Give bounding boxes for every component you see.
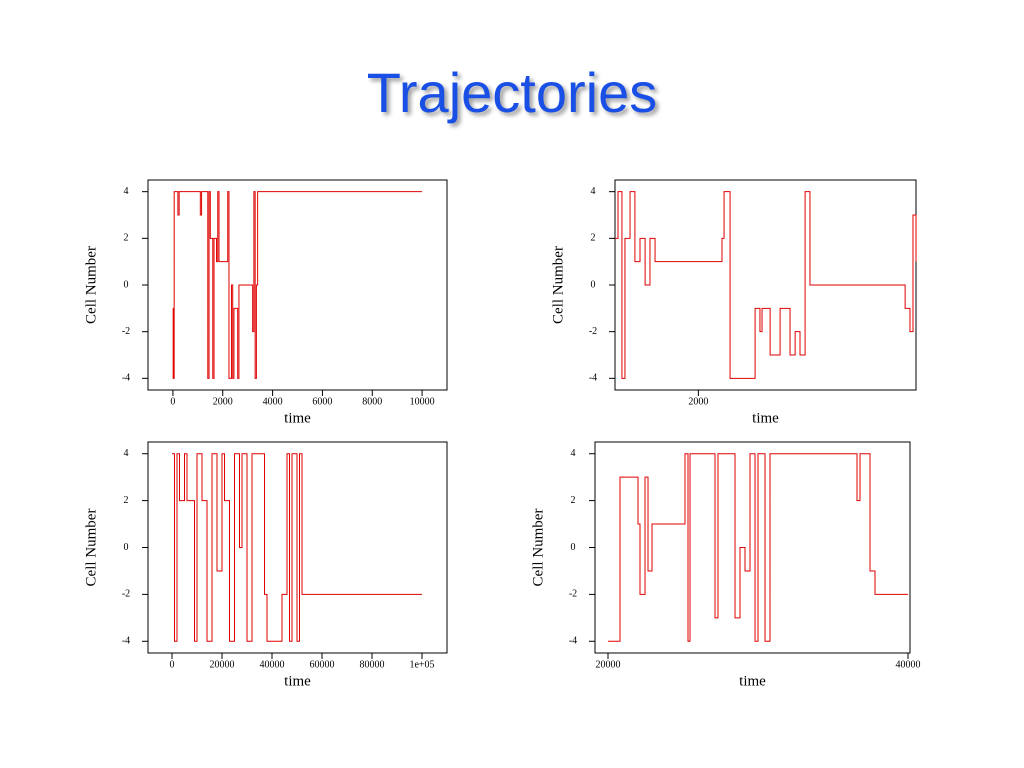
x-tick-label: 6000 bbox=[312, 396, 332, 407]
x-tick-label: 0 bbox=[170, 659, 175, 670]
x-tick-label: 60000 bbox=[310, 659, 335, 670]
trajectory-line bbox=[615, 191, 917, 379]
y-tick-label: -2 bbox=[589, 326, 597, 337]
y-tick-label: 2 bbox=[571, 495, 576, 506]
y-axis-label: Cell Number bbox=[83, 246, 99, 324]
chart-panel: -4 -2 0 2 4 20000 40000 Cell Number time bbox=[530, 441, 921, 689]
y-tick-label: 0 bbox=[124, 279, 129, 290]
y-tick-label: -2 bbox=[122, 589, 130, 600]
trajectory-line bbox=[172, 191, 423, 379]
plot-frame bbox=[147, 179, 448, 391]
y-tick-label: 2 bbox=[124, 233, 129, 244]
y-tick-label: -4 bbox=[569, 636, 577, 647]
slide-title: Trajectories bbox=[367, 61, 657, 124]
y-tick-label: -2 bbox=[122, 326, 130, 337]
y-axis-label: Cell Number bbox=[83, 509, 99, 587]
trajectory-line bbox=[172, 453, 422, 642]
y-tick-label: 4 bbox=[124, 186, 129, 197]
x-tick-label: 40000 bbox=[896, 659, 921, 670]
y-tick-label: 0 bbox=[571, 542, 576, 553]
y-tick-label: -4 bbox=[122, 636, 130, 647]
y-tick-label: -4 bbox=[589, 373, 597, 384]
y-tick-label: 4 bbox=[571, 448, 576, 459]
y-tick-label: -2 bbox=[569, 589, 577, 600]
trajectory-line bbox=[608, 453, 909, 642]
y-tick-label: 2 bbox=[591, 233, 596, 244]
y-tick-label: 4 bbox=[591, 186, 596, 197]
x-tick-label: 20000 bbox=[210, 659, 235, 670]
x-axis-label: time bbox=[284, 673, 311, 689]
x-tick-label: 0 bbox=[170, 396, 175, 407]
x-tick-label: 20000 bbox=[596, 659, 621, 670]
x-tick-label: 2000 bbox=[213, 396, 233, 407]
x-axis-label: time bbox=[284, 410, 311, 426]
y-tick-label: -4 bbox=[122, 373, 130, 384]
y-tick-label: 2 bbox=[124, 495, 129, 506]
x-tick-label: 1e+05 bbox=[409, 659, 434, 670]
x-axis-label: time bbox=[739, 673, 766, 689]
chart-panel: -4 -2 0 2 4 0 20000 40000 60000 80000 1e+05 Cell Nu… bbox=[83, 441, 448, 689]
x-tick-label: 4000 bbox=[263, 396, 283, 407]
x-tick-label: 8000 bbox=[362, 396, 382, 407]
x-tick-label: 40000 bbox=[260, 659, 285, 670]
x-axis-label: time bbox=[752, 410, 779, 426]
x-tick-label: 2000 bbox=[688, 396, 708, 407]
y-tick-label: 4 bbox=[124, 448, 129, 459]
plot-frame bbox=[594, 441, 911, 654]
y-tick-label: 0 bbox=[124, 542, 129, 553]
y-axis-label: Cell Number bbox=[550, 246, 566, 324]
y-tick-label: 0 bbox=[591, 279, 596, 290]
x-tick-label: 10000 bbox=[410, 396, 435, 407]
y-axis-label: Cell Number bbox=[530, 509, 546, 587]
chart-panel: -4 -2 0 2 4 2000 Cell Number time bbox=[550, 179, 917, 426]
x-tick-label: 80000 bbox=[360, 659, 385, 670]
chart-panel: -4 -2 0 2 4 0 2000 4000 6000 8000 10000 Cell Number… bbox=[83, 179, 448, 426]
